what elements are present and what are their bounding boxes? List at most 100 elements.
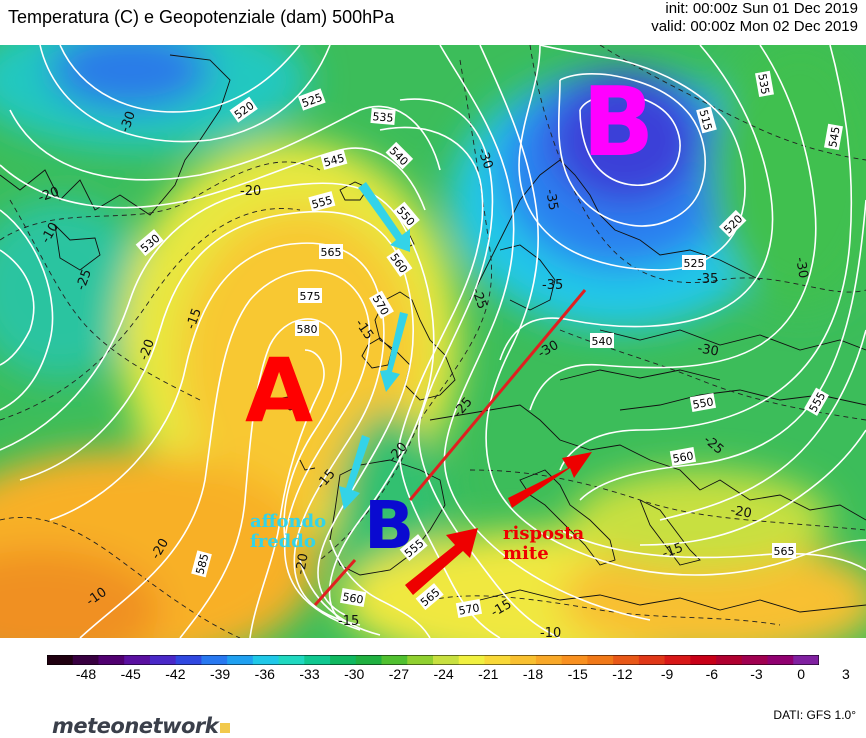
cold-arrow: [380, 312, 408, 392]
colorbar-swatch: [484, 655, 511, 665]
colorbar-tick-label: -48: [75, 666, 97, 682]
svg-text:545: 545: [322, 151, 346, 169]
colorbar-swatch: [587, 655, 614, 665]
low-pressure-label-scandinavia: B: [582, 68, 655, 178]
colorbar-swatch: [458, 655, 485, 665]
warm-arrow: [405, 528, 478, 595]
colorbar-swatch: [767, 655, 794, 665]
cold-arrow: [358, 182, 410, 252]
svg-text:525: 525: [684, 257, 705, 270]
colorbar-swatch: [330, 655, 357, 665]
contour-label: 570: [455, 599, 483, 618]
colorbar-swatch: [72, 655, 99, 665]
cold-arrow: [339, 435, 370, 510]
colorbar-tick-label: -39: [209, 666, 231, 682]
contour-label: 565: [319, 244, 343, 259]
cold-annotation-line1: affondo: [250, 511, 327, 532]
temp-label: -30: [792, 256, 810, 280]
contour-label: 545: [824, 123, 843, 151]
colorbar-tick-label: -30: [344, 666, 365, 682]
colorbar-tick-label: -6: [705, 666, 719, 682]
svg-text:550: 550: [692, 395, 715, 411]
trough-axis-line: [408, 289, 587, 501]
logo-square: [220, 723, 231, 733]
temp-label: -10: [540, 626, 561, 638]
contour-labels: 520 525 535 545 540 550 555 560 565 570 …: [135, 70, 843, 618]
colorbar-tick-label: -15: [567, 666, 588, 682]
temp-label: -25: [74, 267, 95, 292]
weather-map: 520 525 535 545 540 550 555 560 565 570 …: [0, 45, 866, 638]
temp-label: -35: [542, 278, 563, 293]
colorbar-swatch: [355, 655, 383, 665]
contour-label: 580: [295, 321, 319, 336]
svg-text:565: 565: [774, 545, 795, 558]
colorbar-tick-label: 3: [841, 666, 850, 682]
colorbar-swatch: [124, 655, 151, 665]
colorbar-tick-label: -3: [750, 666, 763, 682]
init-time: init: 00:00z Sun 01 Dec 2019: [665, 0, 858, 17]
colorbar-tick-label: -21: [478, 666, 499, 682]
svg-text:560: 560: [341, 590, 364, 606]
contour-label: 575: [298, 288, 322, 303]
temp-label: -20: [240, 184, 261, 199]
trough-axis-line-south: [313, 559, 357, 606]
colorbar-swatch: [741, 655, 769, 665]
warm-annotation-line1: risposta: [503, 523, 585, 544]
svg-text:540: 540: [592, 335, 613, 348]
warm-arrows: [405, 452, 592, 595]
temp-label: -35: [542, 188, 560, 212]
colorbar-tick-label: -12: [612, 666, 633, 682]
high-pressure-label: A: [245, 339, 314, 442]
colorbar-swatch: [433, 655, 460, 665]
svg-text:560: 560: [672, 449, 695, 465]
contour-label: 550: [689, 393, 717, 412]
cold-annotation: affondo freddo: [250, 512, 326, 552]
temp-label: -30: [118, 109, 139, 134]
contour-label: 545: [320, 149, 348, 170]
svg-text:555: 555: [310, 193, 334, 211]
temp-label: -30: [696, 341, 720, 359]
colorbar-swatch: [381, 655, 408, 665]
contour-label: 535: [370, 107, 396, 126]
colorbar-swatch: [278, 655, 305, 665]
svg-text:575: 575: [300, 290, 321, 303]
temp-label: -15: [184, 306, 205, 331]
geopotential-contours: [0, 45, 866, 638]
run-info: init: 00:00z Sun 01 Dec 2019 valid: 00:0…: [651, 0, 858, 36]
temp-label: -25: [468, 286, 489, 311]
contour-label: 560: [339, 588, 367, 607]
contour-label: 515: [696, 106, 717, 134]
colorbar-tick-label: -18: [522, 666, 544, 682]
colorbar-swatch: [638, 655, 666, 665]
svg-text:545: 545: [826, 126, 842, 149]
temperature-colorbar: [47, 655, 819, 665]
colorbar-tick-label: -9: [660, 666, 674, 682]
warm-annotation-line2: mite: [503, 543, 549, 564]
data-source: DATI: GFS 1.0°: [773, 708, 856, 722]
temp-label: -15: [338, 614, 359, 629]
contour-label: 555: [308, 191, 336, 212]
valid-time: valid: 00:00z Mon 02 Dec 2019: [651, 18, 858, 35]
temp-label: -15: [660, 540, 685, 561]
colorbar-swatch: [149, 655, 177, 665]
svg-text:535: 535: [755, 73, 771, 96]
low-pressure-label-iberia: B: [364, 487, 415, 564]
colorbar-swatch: [304, 655, 331, 665]
warm-annotation: risposta mite: [503, 524, 584, 564]
colorbar-swatch: [47, 655, 74, 665]
colorbar-tick-label: -45: [120, 666, 141, 682]
colorbar-tick-label: -33: [299, 666, 320, 682]
svg-text:565: 565: [321, 246, 342, 259]
colorbar-swatch: [98, 655, 125, 665]
colorbar-tick-label: -36: [254, 666, 275, 682]
temp-label: -35: [697, 272, 718, 287]
map-title: Temperatura (C) e Geopotenziale (dam) 50…: [8, 7, 395, 27]
temp-label: -20: [36, 184, 61, 205]
contour-label: 525: [682, 255, 706, 270]
temp-label: -30: [474, 146, 495, 171]
logo-text: meteonetwork: [52, 714, 219, 738]
colorbar-swatch: [716, 655, 743, 665]
temp-label: -20: [137, 337, 158, 362]
svg-text:570: 570: [458, 601, 481, 617]
svg-text:535: 535: [372, 110, 394, 125]
